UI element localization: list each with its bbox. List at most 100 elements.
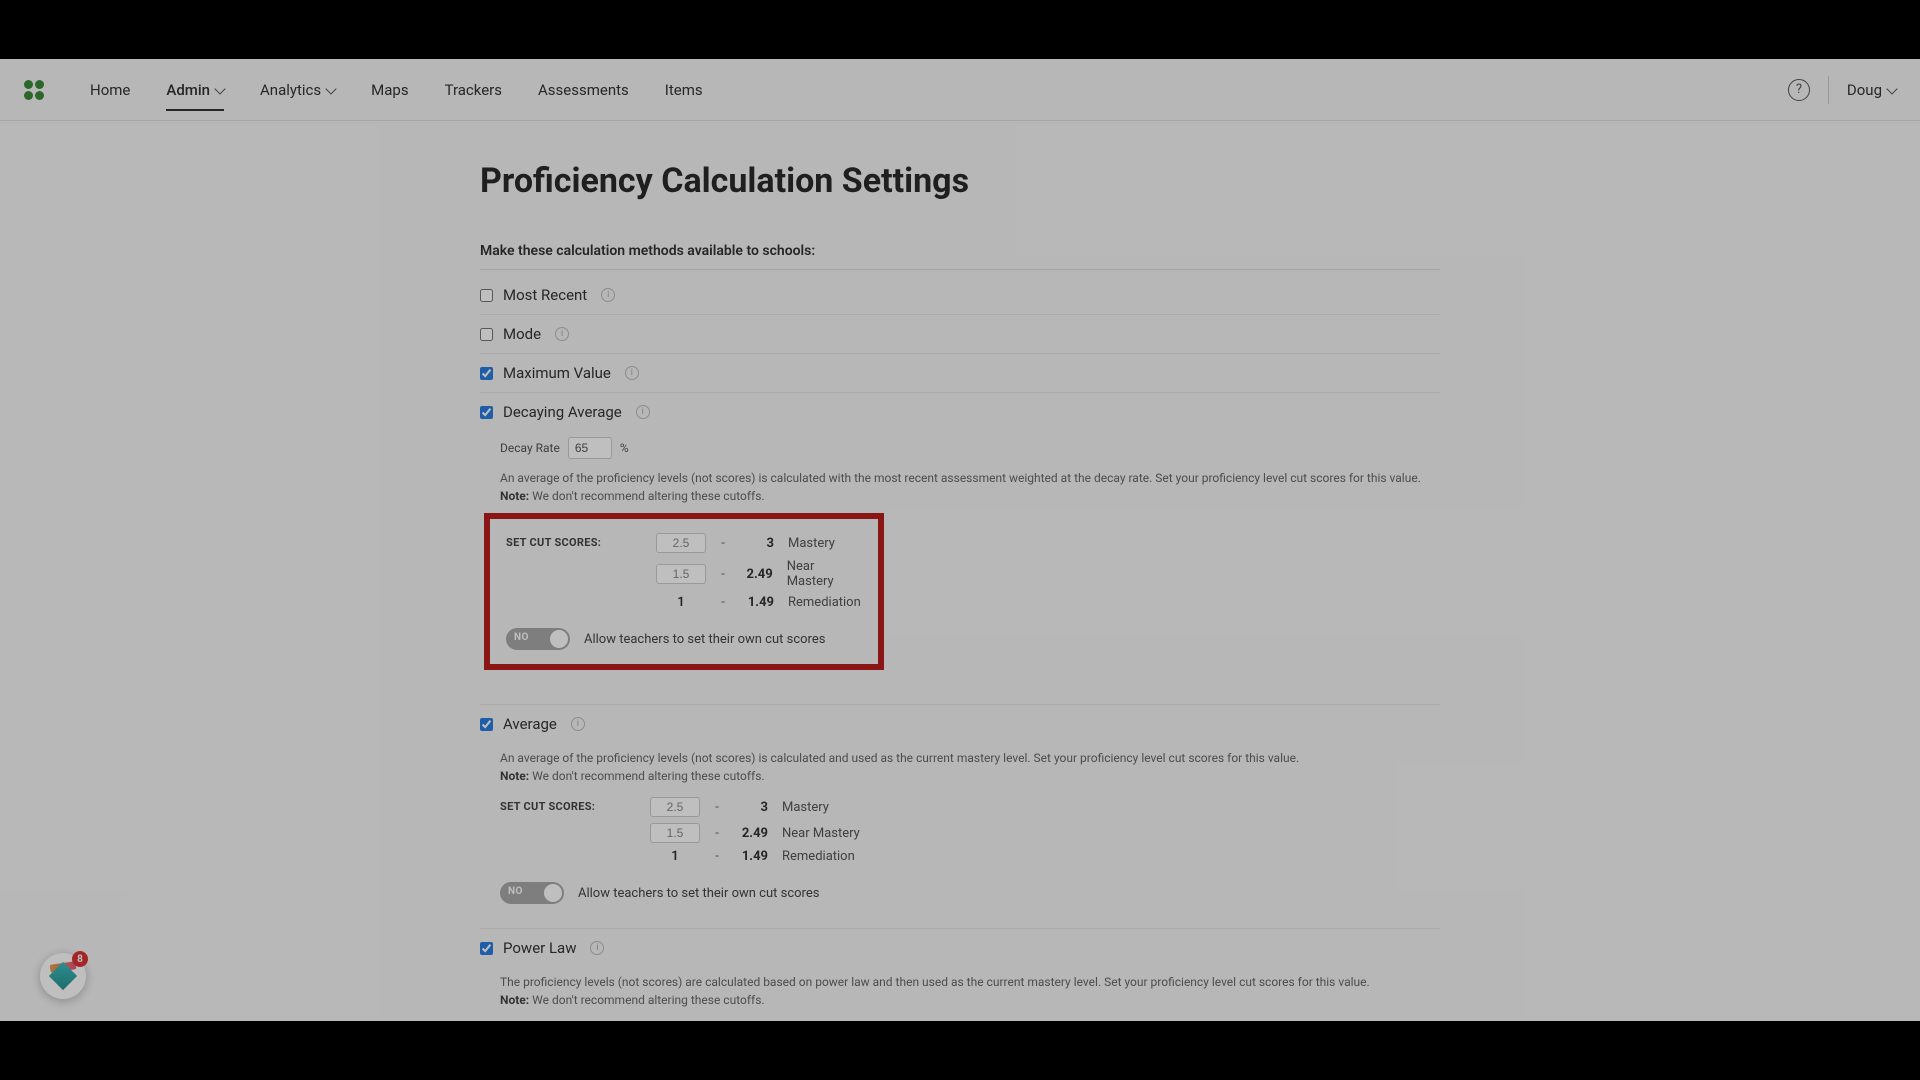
- nav-items-label: Items: [665, 81, 703, 99]
- nav-analytics-label: Analytics: [260, 81, 321, 99]
- decaying-avg-label: Decaying Average: [503, 403, 622, 421]
- cut-row-near-mastery: - 2.49 Near Mastery: [656, 559, 862, 589]
- toggle-state: NO: [508, 886, 523, 897]
- info-icon[interactable]: i: [625, 366, 639, 380]
- teacher-cut-toggle[interactable]: NO: [500, 882, 564, 904]
- cut-name: Mastery: [782, 800, 829, 815]
- info-icon[interactable]: i: [636, 405, 650, 419]
- info-icon[interactable]: i: [555, 327, 569, 341]
- dash: -: [714, 826, 720, 841]
- cut-min-input[interactable]: [650, 823, 700, 843]
- toggle-label: Allow teachers to set their own cut scor…: [584, 632, 825, 647]
- cut-min-static: 1: [650, 849, 700, 864]
- info-icon[interactable]: i: [571, 717, 585, 731]
- decay-rate-input[interactable]: [568, 437, 612, 459]
- cut-name: Mastery: [788, 536, 835, 551]
- cut-name: Remediation: [788, 595, 861, 610]
- cut-max: 2.49: [734, 826, 768, 841]
- toggle-knob: [544, 884, 562, 902]
- cut-max: 1.49: [740, 595, 774, 610]
- note-label: Note:: [500, 489, 529, 503]
- desc-text: An average of the proficiency levels (no…: [500, 751, 1299, 765]
- section-subhead: Make these calculation methods available…: [480, 243, 1440, 270]
- note-label: Note:: [500, 993, 529, 1007]
- decay-rate-row: Decay Rate %: [500, 437, 1440, 459]
- average-label: Average: [503, 715, 557, 733]
- cut-scores-label: SET CUT SCORES:: [500, 797, 650, 813]
- dash: -: [720, 567, 726, 582]
- cut-min-input[interactable]: [650, 797, 700, 817]
- viewport: Home Admin Analytics Maps Trackers Asses…: [0, 0, 1920, 1080]
- desc-text: The proficiency levels (not scores) are …: [500, 975, 1370, 989]
- decaying-avg-desc: An average of the proficiency levels (no…: [500, 469, 1440, 505]
- info-icon[interactable]: i: [601, 288, 615, 302]
- cut-min-static: 1: [656, 595, 706, 610]
- cut-max: 1.49: [734, 849, 768, 864]
- chevron-down-icon: [1886, 83, 1897, 94]
- most-recent-label: Most Recent: [503, 286, 587, 304]
- average-checkbox[interactable]: [480, 718, 493, 731]
- nav-trackers-label: Trackers: [445, 81, 502, 99]
- mode-checkbox[interactable]: [480, 328, 493, 341]
- divider: [1828, 76, 1829, 104]
- teacher-cut-toggle[interactable]: NO: [506, 628, 570, 650]
- info-icon[interactable]: i: [590, 941, 604, 955]
- note-text: We don't recommend altering these cutoff…: [532, 489, 764, 503]
- main-content: Proficiency Calculation Settings Make th…: [480, 121, 1440, 1023]
- notification-widget[interactable]: 8: [40, 953, 86, 999]
- chevron-down-icon: [325, 83, 336, 94]
- cut-name: Near Mastery: [787, 559, 862, 589]
- average-desc: An average of the proficiency levels (no…: [500, 749, 1440, 785]
- cut-max: 3: [740, 536, 774, 551]
- note-text: We don't recommend altering these cutoff…: [532, 993, 764, 1007]
- nav-admin-label: Admin: [166, 81, 210, 99]
- nav-analytics[interactable]: Analytics: [242, 73, 353, 107]
- app-frame: Home Admin Analytics Maps Trackers Asses…: [0, 59, 1920, 1021]
- nav-admin[interactable]: Admin: [148, 73, 242, 107]
- page-title: Proficiency Calculation Settings: [480, 161, 1440, 201]
- cut-row-near-mastery: - 2.49 Near Mastery: [650, 823, 1440, 843]
- chevron-down-icon: [214, 83, 225, 94]
- note-text: We don't recommend altering these cutoff…: [532, 769, 764, 783]
- nav-assessments-label: Assessments: [538, 81, 629, 99]
- nav-home[interactable]: Home: [72, 73, 148, 107]
- decay-rate-label: Decay Rate: [500, 441, 560, 455]
- nav-maps[interactable]: Maps: [353, 73, 426, 107]
- max-value-label: Maximum Value: [503, 364, 611, 382]
- method-power-law: Power Law i: [480, 929, 1440, 967]
- decay-rate-suffix: %: [620, 441, 629, 455]
- notification-count: 8: [72, 951, 88, 967]
- nav-trackers[interactable]: Trackers: [427, 73, 520, 107]
- cut-row-mastery: - 3 Mastery: [656, 533, 862, 553]
- cut-min-input[interactable]: [656, 533, 706, 553]
- note-label: Note:: [500, 769, 529, 783]
- mode-label: Mode: [503, 325, 541, 343]
- user-name: Doug: [1847, 81, 1882, 99]
- decaying-avg-block: Decay Rate % An average of the proficien…: [480, 431, 1440, 694]
- user-menu[interactable]: Doug: [1847, 81, 1896, 99]
- most-recent-checkbox[interactable]: [480, 289, 493, 302]
- cut-scores-table: - 3 Mastery - 2.49 Near Mastery 1 -: [656, 533, 862, 610]
- power-law-label: Power Law: [503, 939, 576, 957]
- method-average: Average i: [480, 705, 1440, 743]
- teacher-toggle-row: NO Allow teachers to set their own cut s…: [506, 628, 862, 650]
- cut-max: 2.49: [740, 567, 773, 582]
- cut-row-mastery: - 3 Mastery: [650, 797, 1440, 817]
- toggle-state: NO: [514, 632, 529, 643]
- decaying-avg-checkbox[interactable]: [480, 406, 493, 419]
- nav-assessments[interactable]: Assessments: [520, 73, 647, 107]
- cut-scores-label: SET CUT SCORES:: [506, 533, 656, 549]
- cut-name: Near Mastery: [782, 826, 860, 841]
- average-block: An average of the proficiency levels (no…: [480, 743, 1440, 918]
- method-decaying-avg: Decaying Average i: [480, 393, 1440, 431]
- toggle-knob: [550, 630, 568, 648]
- logo-icon[interactable]: [24, 80, 44, 100]
- highlight-box: SET CUT SCORES: - 3 Mastery - 2.49 N: [484, 513, 884, 670]
- method-most-recent: Most Recent i: [480, 276, 1440, 315]
- cut-scores-table: - 3 Mastery - 2.49 Near Mastery 1 -: [650, 797, 1440, 864]
- cut-min-input[interactable]: [656, 564, 706, 584]
- max-value-checkbox[interactable]: [480, 367, 493, 380]
- help-icon[interactable]: ?: [1788, 79, 1810, 101]
- nav-items-link[interactable]: Items: [647, 73, 721, 107]
- power-law-checkbox[interactable]: [480, 942, 493, 955]
